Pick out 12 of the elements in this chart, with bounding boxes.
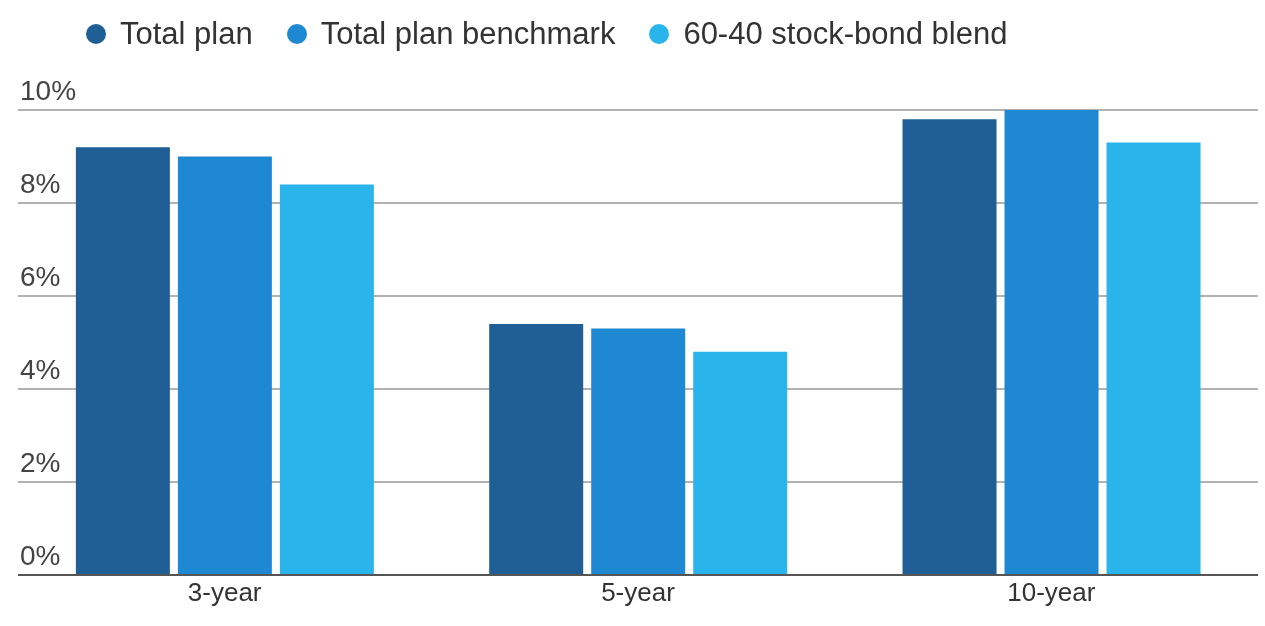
y-tick-label: 8% bbox=[20, 168, 61, 199]
x-tick-label: 5-year bbox=[601, 577, 676, 608]
x-tick-label: 10-year bbox=[1007, 577, 1096, 608]
legend-label: 60-40 stock-bond blend bbox=[683, 16, 1008, 52]
x-tick-label: 3-year bbox=[187, 577, 262, 608]
y-tick-label: 4% bbox=[20, 354, 61, 385]
y-tick-label: 10% bbox=[20, 75, 77, 106]
y-tick-label: 2% bbox=[20, 447, 61, 478]
y-tick-label: 0% bbox=[20, 540, 61, 571]
y-tick-label: 6% bbox=[20, 261, 61, 292]
legend-label: Total plan bbox=[120, 16, 253, 52]
legend-label: Total plan benchmark bbox=[320, 16, 616, 52]
